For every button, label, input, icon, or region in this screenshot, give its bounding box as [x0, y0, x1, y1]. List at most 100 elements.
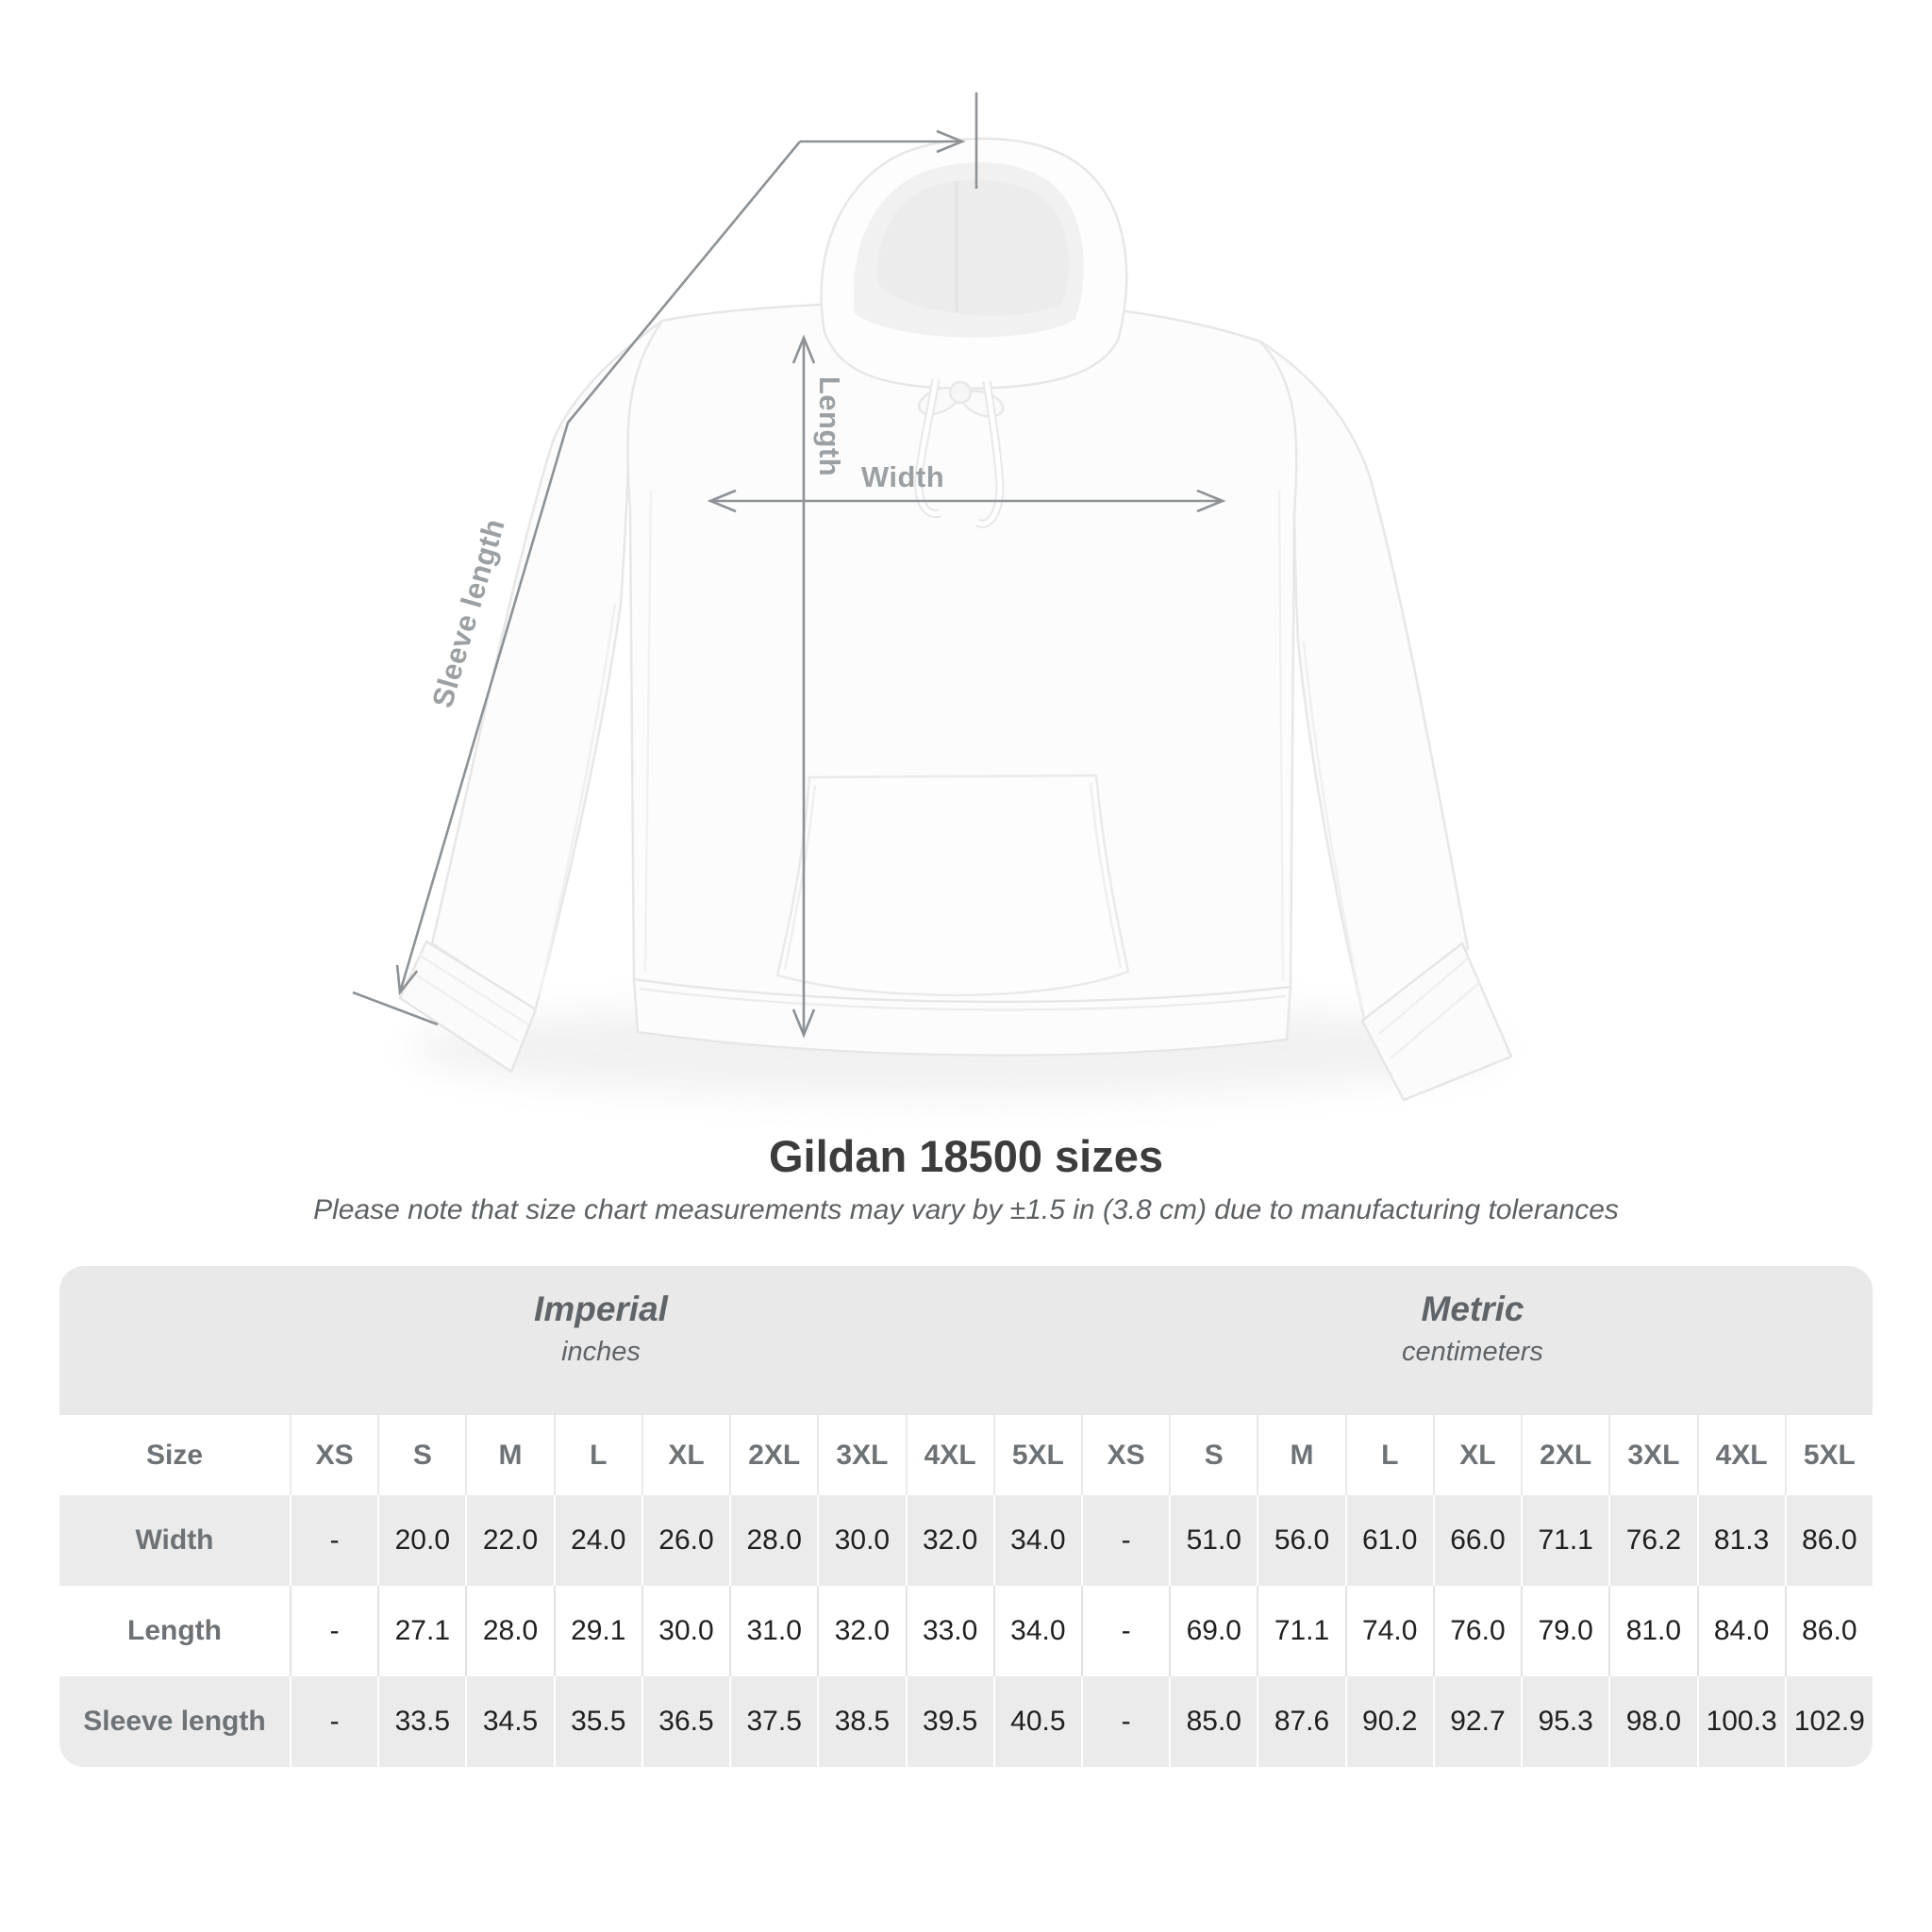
table-cell: 56.0 — [1257, 1495, 1344, 1586]
table-cell: 84.0 — [1696, 1586, 1785, 1676]
length-dim-label: Length — [813, 375, 846, 477]
table-cell: 37.5 — [729, 1676, 817, 1767]
table-cell: 30.0 — [641, 1586, 729, 1676]
measurement-row-sleeve-length: Sleeve length -33.5 34.5 35.5 36.5 37.5 38.5 39… — [59, 1676, 1873, 1767]
table-cell: 100.3 — [1696, 1676, 1785, 1767]
table-cell: 24.0 — [553, 1495, 641, 1586]
page-title: Gildan 18500 sizes — [768, 1131, 1164, 1181]
imperial-group-unit: inches — [561, 1337, 641, 1368]
table-cell: 2XL — [1521, 1415, 1608, 1495]
table-cell: XS — [1080, 1415, 1169, 1495]
table-cell: XL — [641, 1415, 729, 1495]
metric-group-name: Metric — [1421, 1290, 1524, 1328]
table-cell: 31.0 — [729, 1586, 817, 1676]
table-cell: 85.0 — [1169, 1676, 1257, 1767]
table-cell: 2XL — [729, 1415, 817, 1495]
table-cell: - — [290, 1495, 377, 1586]
hood-drawstrings — [914, 378, 1005, 528]
table-cell: 5XL — [992, 1415, 1081, 1495]
row-label: Size — [145, 1439, 204, 1471]
sleeve-bottom-tick — [352, 991, 439, 1026]
table-cell: 95.3 — [1521, 1676, 1608, 1767]
table-cell: 34.5 — [465, 1676, 553, 1767]
table-cell: 5XL — [1784, 1415, 1873, 1495]
size-chart-table: Imperial inches Metric centimeters Size X… — [59, 1266, 1873, 1767]
table-cell: - — [290, 1676, 377, 1767]
table-cell: 71.1 — [1521, 1495, 1608, 1586]
table-cell: 92.7 — [1432, 1676, 1521, 1767]
metric-group-unit: centimeters — [1402, 1337, 1543, 1368]
table-cell: 30.0 — [817, 1495, 905, 1586]
table-cell: 34.0 — [992, 1495, 1081, 1586]
table-cell: 4XL — [1696, 1415, 1785, 1495]
row-label: Length — [127, 1615, 222, 1646]
table-cell: 76.0 — [1432, 1586, 1521, 1676]
table-cell: - — [1080, 1676, 1169, 1767]
table-cell: 79.0 — [1521, 1586, 1608, 1676]
table-cell: 40.5 — [992, 1676, 1081, 1767]
table-cell: 36.5 — [641, 1676, 729, 1767]
unit-group-band: Imperial inches Metric centimeters — [59, 1266, 1873, 1415]
table-cell: 33.5 — [377, 1676, 465, 1767]
table-cell: 3XL — [1608, 1415, 1696, 1495]
tolerance-note: Please note that size chart measurements… — [313, 1194, 1619, 1225]
table-cell: 3XL — [817, 1415, 905, 1495]
table-cell: - — [1080, 1495, 1169, 1586]
table-cell: 28.0 — [465, 1586, 553, 1676]
table-cell: 20.0 — [377, 1495, 465, 1586]
measurement-row-width: Width -20.0 22.0 24.0 26.0 28.0 30.0 32.0 34.0-5… — [59, 1495, 1873, 1586]
hoodie-right-cuff — [1360, 941, 1513, 1102]
table-cell: 71.1 — [1257, 1586, 1344, 1676]
sleeve-diagonal-arrow — [395, 141, 802, 996]
table-cell: 4XL — [905, 1415, 993, 1495]
table-cell: 98.0 — [1608, 1676, 1696, 1767]
row-label: Sleeve length — [83, 1706, 266, 1737]
measurement-row-length: Length -27.1 28.0 29.1 30.0 31.0 32.0 33.0 34.0-… — [59, 1586, 1873, 1676]
table-cell: 69.0 — [1169, 1586, 1257, 1676]
table-cell: 81.3 — [1696, 1495, 1785, 1586]
table-cell: 66.0 — [1432, 1495, 1521, 1586]
table-cell: 34.0 — [992, 1586, 1081, 1676]
table-cell: 28.0 — [729, 1495, 817, 1586]
hoodie-pocket — [775, 774, 1130, 997]
table-cell: 38.5 — [817, 1676, 905, 1767]
table-cell: 26.0 — [641, 1495, 729, 1586]
table-cell: 102.9 — [1784, 1676, 1873, 1767]
table-cell: M — [465, 1415, 553, 1495]
table-cell: 74.0 — [1344, 1586, 1433, 1676]
table-cell: 81.0 — [1608, 1586, 1696, 1676]
table-cell: S — [377, 1415, 465, 1495]
table-cell: 51.0 — [1169, 1495, 1257, 1586]
size-header-row: Size XS S M L XL 2XL 3XL 4XL 5XL XS S M L XL 2XL 3XL 4XL 5… — [59, 1415, 1873, 1495]
table-cell: 90.2 — [1344, 1676, 1433, 1767]
table-cell: M — [1257, 1415, 1344, 1495]
table-cell: - — [290, 1586, 377, 1676]
table-cell: L — [553, 1415, 641, 1495]
dimension-lines — [352, 92, 1226, 1039]
table-cell: 86.0 — [1784, 1586, 1873, 1676]
table-cell: 87.6 — [1257, 1676, 1344, 1767]
table-cell: 29.1 — [553, 1586, 641, 1676]
table-cell: - — [1080, 1586, 1169, 1676]
table-cell: 32.0 — [905, 1495, 993, 1586]
table-cell: XL — [1432, 1415, 1521, 1495]
table-cell: 76.2 — [1608, 1495, 1696, 1586]
table-cell: 61.0 — [1344, 1495, 1433, 1586]
hoodie-illustration — [398, 137, 1513, 1102]
table-cell: S — [1169, 1415, 1257, 1495]
size-table-rows: Size XS S M L XL 2XL 3XL 4XL 5XL XS S M L XL 2XL 3XL 4XL 5… — [59, 1415, 1873, 1767]
width-dim-label: Width — [860, 460, 945, 493]
imperial-group-name: Imperial — [534, 1290, 668, 1328]
table-cell: L — [1344, 1415, 1433, 1495]
table-cell: XS — [290, 1415, 377, 1495]
table-cell: 22.0 — [465, 1495, 553, 1586]
table-cell: 27.1 — [377, 1586, 465, 1676]
imperial-group-header: Imperial inches — [403, 1287, 799, 1374]
metric-group-header: Metric centimeters — [1274, 1287, 1671, 1374]
row-label: Width — [135, 1524, 214, 1556]
hood-inner-shadow — [876, 179, 1070, 316]
table-cell: 35.5 — [553, 1676, 641, 1767]
table-cell: 33.0 — [905, 1586, 993, 1676]
